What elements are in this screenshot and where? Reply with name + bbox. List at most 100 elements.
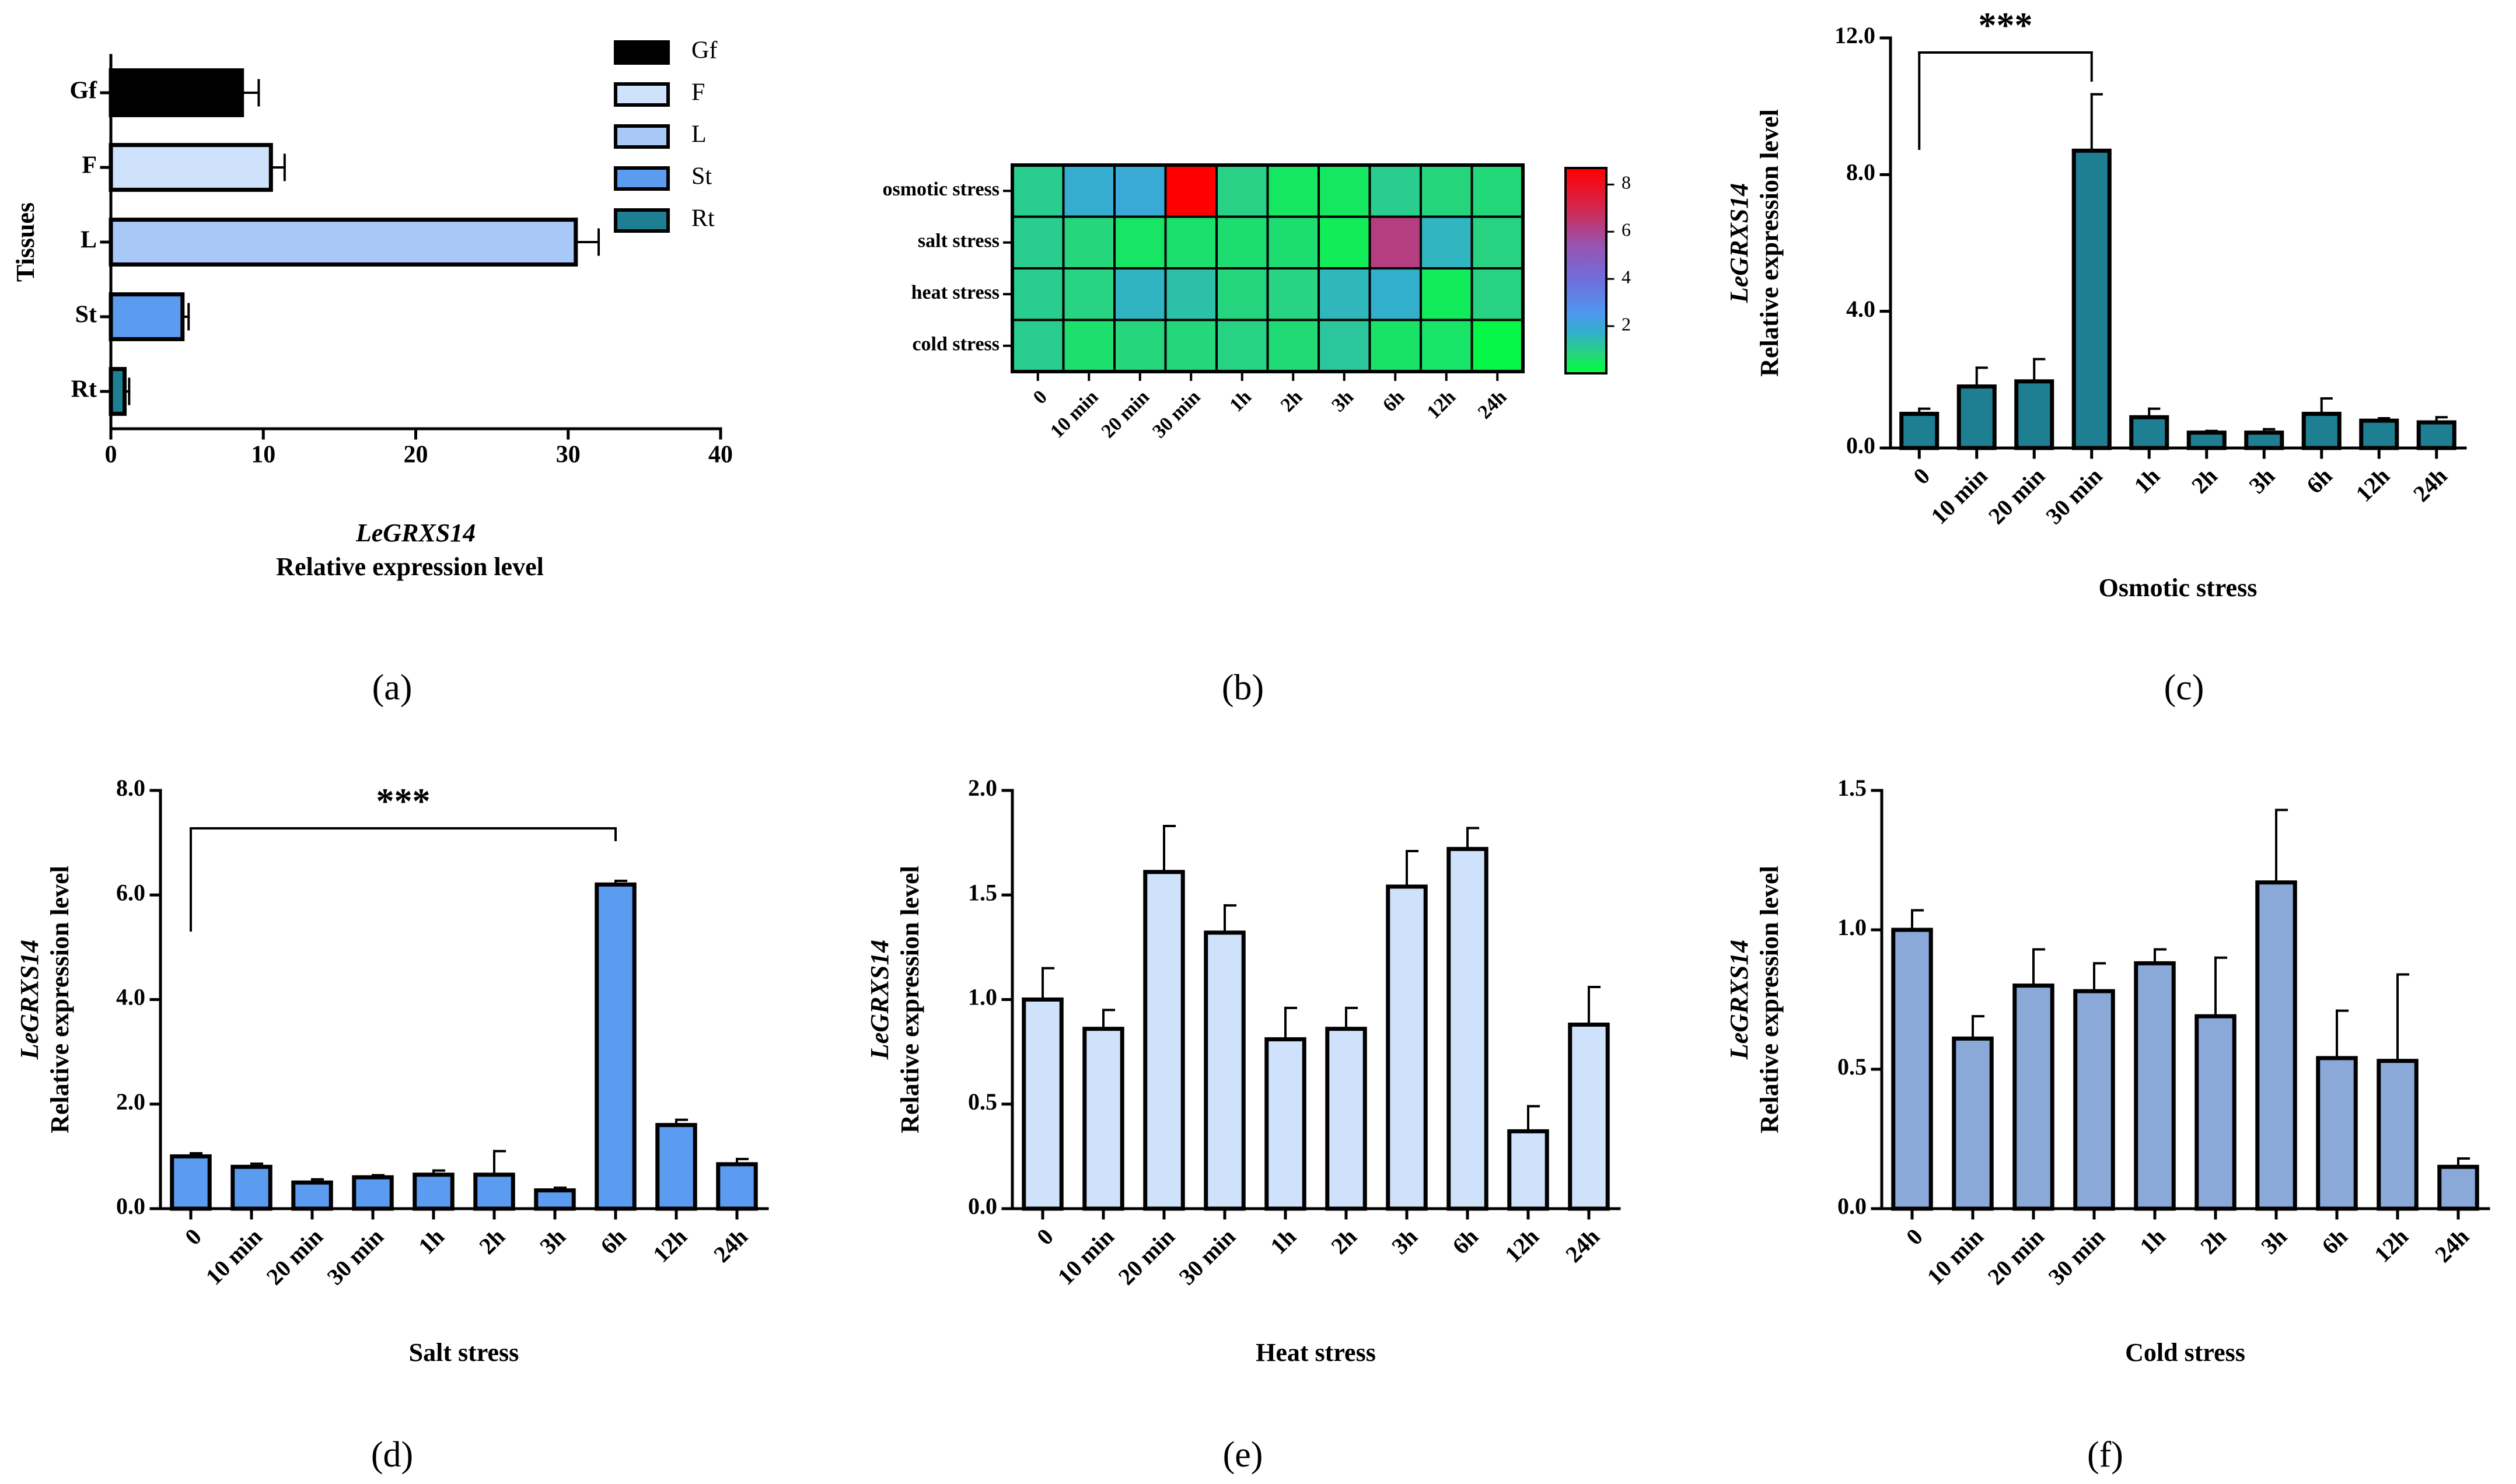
y-tick-label: 0.0 bbox=[1837, 1193, 1867, 1219]
panel-caption: (e) bbox=[1223, 1435, 1263, 1475]
legend-swatch-St bbox=[614, 166, 670, 191]
heatmap-cell bbox=[1215, 318, 1269, 373]
heatmap-row-label: heat stress bbox=[911, 282, 1000, 303]
x-tick-label: 2h bbox=[2195, 1223, 2231, 1259]
bar-Gf bbox=[109, 68, 244, 117]
x-tick-label: 10 min bbox=[1926, 463, 1992, 529]
x-tick-label: 3h bbox=[534, 1223, 571, 1259]
x-tick-label: 0 bbox=[1908, 463, 1935, 489]
heatmap-cell bbox=[1318, 267, 1371, 321]
panel-caption: (c) bbox=[2164, 668, 2204, 708]
bar-6h bbox=[1446, 846, 1488, 1211]
heatmap-column-label: 6h bbox=[1379, 386, 1409, 416]
x-tick-label: 1h bbox=[2134, 1223, 2171, 1259]
x-label: Salt stress bbox=[409, 1338, 519, 1367]
bar-12h bbox=[1507, 1129, 1549, 1211]
x-tick-label: 3h bbox=[2256, 1223, 2292, 1259]
bar-10-min bbox=[1956, 384, 1997, 450]
heatmap-row-label: salt stress bbox=[918, 230, 1000, 252]
bar-6h bbox=[595, 882, 637, 1211]
heatmap-cell bbox=[1368, 318, 1422, 373]
x-tick-label: 1h bbox=[2129, 463, 2165, 499]
bar-0 bbox=[1899, 411, 1940, 450]
bar-24h bbox=[1568, 1023, 1610, 1211]
color-scale-bar bbox=[1564, 167, 1608, 374]
heatmap-column-label: 12h bbox=[1423, 386, 1460, 424]
x-tick-label: 20 min bbox=[1113, 1223, 1180, 1290]
heatmap-cell bbox=[1062, 318, 1116, 373]
x-tick-label: 24h bbox=[708, 1223, 753, 1268]
y-tick-label: 1.0 bbox=[1837, 914, 1867, 940]
heatmap-column-label: 20 min bbox=[1098, 386, 1154, 442]
heatmap-cell bbox=[1470, 267, 1524, 321]
bar-10-min bbox=[1082, 1027, 1124, 1211]
bar-30-min bbox=[352, 1175, 394, 1211]
significance-stars: *** bbox=[376, 782, 431, 821]
y-label: Relative expression level bbox=[1755, 866, 1784, 1133]
x-tick-label: 24h bbox=[2430, 1223, 2474, 1268]
x-tick-label: 6h bbox=[2301, 463, 2337, 499]
x-label: Heat stress bbox=[1256, 1338, 1376, 1367]
x-tick-label: 20 min bbox=[1983, 1223, 2049, 1290]
bar-20-min bbox=[2014, 379, 2054, 450]
x-tick-label: 3h bbox=[1386, 1223, 1423, 1259]
heatmap-cell bbox=[1062, 267, 1116, 321]
heatmap-cell bbox=[1420, 318, 1473, 373]
significance-stars: *** bbox=[1979, 6, 2033, 46]
bar-0 bbox=[1022, 998, 1064, 1211]
y-tick-label: 6.0 bbox=[116, 879, 145, 905]
bar-30-min bbox=[2073, 989, 2115, 1211]
y-tick-label: 1.0 bbox=[968, 984, 997, 1010]
x-tick-label: 30 min bbox=[2043, 1223, 2110, 1290]
legend-swatch-L bbox=[614, 124, 670, 149]
x-tick-label: 12h bbox=[1500, 1223, 1544, 1268]
bar-6h bbox=[2316, 1056, 2358, 1211]
x-tick-label: 12h bbox=[2369, 1223, 2413, 1268]
bar-2h bbox=[2194, 1014, 2237, 1211]
y-tick-label: 12.0 bbox=[1834, 22, 1875, 48]
heatmap-cell bbox=[1368, 164, 1422, 218]
legend-label: Gf bbox=[691, 37, 717, 64]
scale-tick-label: 2 bbox=[1622, 313, 1631, 334]
x-tick-label: 10 min bbox=[201, 1223, 267, 1290]
x-tick-label: 3h bbox=[2244, 463, 2280, 499]
bar-3h bbox=[1386, 884, 1428, 1211]
heatmap-cell bbox=[1266, 318, 1320, 373]
x-tick-label: 12h bbox=[648, 1223, 692, 1268]
x-tick-label: 30 bbox=[556, 442, 581, 468]
heatmap-cell bbox=[1011, 164, 1065, 218]
panel-b-heatmap: osmotic stress salt stress heat stress cold… bbox=[883, 163, 1631, 708]
y-tick-label: 4.0 bbox=[1846, 296, 1875, 322]
x-tick-label: 2h bbox=[1326, 1223, 1362, 1259]
heatmap-cell bbox=[1368, 267, 1422, 321]
x-tick-label: 24h bbox=[2408, 463, 2452, 507]
scale-tick-label: 4 bbox=[1622, 267, 1631, 288]
bar-3h bbox=[534, 1188, 576, 1211]
y-tick-label: 2.0 bbox=[116, 1088, 145, 1115]
heatmap-cell bbox=[1470, 318, 1524, 373]
bar-6h bbox=[2301, 411, 2342, 450]
y-tick-label: 8.0 bbox=[1846, 159, 1875, 186]
x-tick-label: 20 min bbox=[261, 1223, 328, 1290]
y-tick-label: 1.5 bbox=[968, 879, 997, 905]
y-tick-label: 0.0 bbox=[116, 1193, 145, 1219]
legend-swatch-Rt bbox=[614, 208, 670, 233]
bar-St bbox=[109, 292, 185, 341]
legend-label: St bbox=[691, 163, 712, 190]
x-tick-label: 0 bbox=[1032, 1223, 1058, 1250]
bar-20-min bbox=[2012, 984, 2054, 1211]
y-tick-label: 0.0 bbox=[968, 1193, 997, 1219]
bar-3h bbox=[2244, 430, 2284, 450]
bar-F bbox=[109, 143, 273, 192]
heatmap-cell bbox=[1215, 164, 1269, 218]
bar-30-min bbox=[1204, 930, 1246, 1211]
x-tick-label: 1h bbox=[1265, 1223, 1301, 1259]
x-tick-label: 30 min bbox=[2040, 463, 2107, 529]
bar-12h bbox=[2377, 1059, 2419, 1211]
heatmap-column-label: 3h bbox=[1327, 386, 1358, 416]
bar-0 bbox=[1891, 928, 1933, 1211]
heatmap-cell bbox=[1164, 215, 1218, 270]
x-tick-label: 20 min bbox=[1983, 463, 2050, 529]
